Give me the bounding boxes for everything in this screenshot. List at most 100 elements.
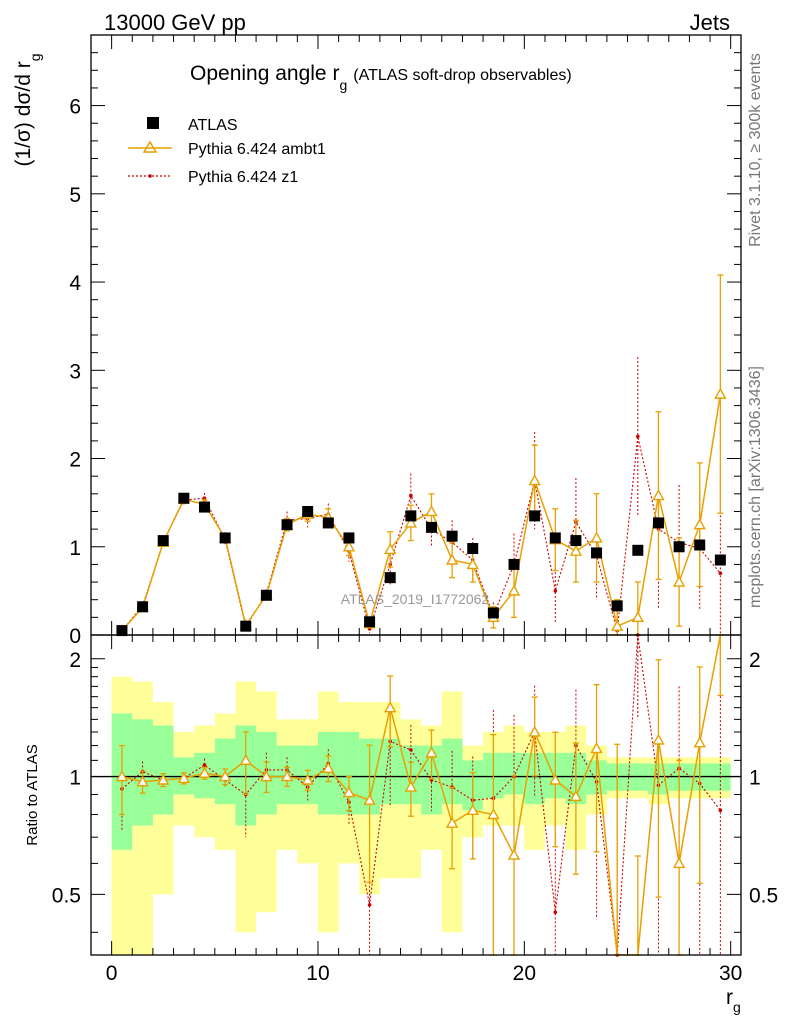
legend-atlas-label: ATLAS	[188, 117, 238, 134]
legend-z1-label: Pythia 6.424 z1	[188, 169, 298, 186]
ambt1-point	[507, 584, 521, 596]
ratio-axis-label: Ratio to ATLAS	[24, 744, 41, 845]
ambt1-ratio-point	[528, 725, 541, 737]
atlas-data-point	[198, 501, 210, 513]
ambt1-point	[425, 505, 438, 517]
ambt1-ratio-point	[136, 775, 149, 787]
ambt1-point	[652, 489, 665, 501]
atlas-data-point	[487, 607, 499, 619]
ambt1-point	[384, 542, 397, 555]
atlas-data-point	[673, 541, 685, 553]
x-tick-label: 30	[719, 962, 742, 985]
x-tick-label: 20	[513, 962, 536, 985]
chart-title-sub: g	[339, 77, 347, 93]
atlas-data-point	[570, 535, 582, 547]
ratio-tick-label-left: 1	[69, 767, 81, 790]
atlas-data-point	[343, 532, 355, 544]
ratio-tick-label-left: 0.5	[52, 884, 81, 907]
chart-title: Opening angle rg (ATLAS soft-drop observa…	[190, 62, 572, 93]
ratio-band-green-bin	[503, 752, 525, 795]
ratio-tick-label-right: 2	[749, 649, 761, 672]
legend: ATLAS Pythia 6.424 ambt1 Pythia 6.424 z1	[128, 117, 326, 186]
y-tick-label: 2	[69, 449, 81, 472]
ratio-tick-label-right: 1	[749, 767, 761, 790]
atlas-data-point	[116, 625, 128, 637]
ambt1-ratio-point	[177, 771, 191, 783]
ambt1-ratio-point	[260, 770, 273, 782]
ambt1-point	[631, 610, 645, 623]
chart-title-suffix: (ATLAS soft-drop observables)	[353, 67, 571, 84]
atlas-data-point	[157, 535, 169, 547]
atlas-data-point	[714, 554, 726, 566]
ambt1-ratio-point	[425, 746, 438, 758]
ambt1-ratio-point	[466, 803, 479, 815]
atlas-data-point	[178, 492, 190, 504]
ambt1-ratio-point	[322, 761, 335, 773]
ratio-tick-label-right: 0.5	[749, 884, 778, 907]
upper-series-layer	[115, 274, 727, 637]
ambt1-ratio-point	[198, 766, 211, 778]
atlas-data-point	[240, 620, 252, 632]
ambt1-point	[590, 531, 603, 543]
z1-ratio-line	[121, 634, 721, 956]
x-axis-label-main: r	[726, 986, 733, 1009]
z1-point	[718, 571, 723, 576]
ambt1-point	[693, 518, 706, 530]
ambt1-ratio-point	[115, 770, 129, 782]
x-axis-label-sub: g	[733, 999, 741, 1015]
x-axis-label: rg	[726, 986, 741, 1015]
header-process-label: Jets	[690, 10, 730, 35]
x-tick-label: 0	[106, 962, 118, 985]
ambt1-point	[714, 387, 727, 399]
atlas-data-point	[549, 532, 561, 544]
ambt1-ratio-point	[693, 736, 706, 748]
atlas-data-point	[364, 616, 376, 628]
y-axis-label-main: (1/σ) dσ/d r	[12, 61, 35, 166]
ambt1-ratio-point	[218, 770, 232, 782]
atlas-data-point	[652, 517, 664, 529]
ambt1-ratio-point	[652, 733, 665, 745]
z1-point	[636, 434, 640, 439]
legend-ambt1-marker	[142, 140, 158, 153]
ratio-band-green-bin	[152, 725, 174, 815]
ambt1-point	[445, 553, 459, 565]
ambt1-point	[569, 544, 583, 556]
ambt1-point	[342, 540, 356, 552]
analysis-watermark: ATLAS_2019_I1772062	[341, 591, 490, 607]
atlas-data-point	[384, 572, 396, 584]
y-axis-label: (1/σ) dσ/d rg	[12, 53, 43, 166]
ambt1-line	[121, 394, 722, 632]
atlas-data-point	[508, 558, 520, 570]
z1-point	[409, 493, 413, 498]
ambt1-ratio-point	[569, 789, 583, 802]
ambt1-ratio-point	[363, 793, 376, 805]
z1-point	[553, 589, 558, 593]
y-axis-label-sub: g	[27, 53, 43, 61]
atlas-data-point	[611, 600, 623, 612]
ambt1-ratio-point	[301, 773, 314, 785]
atlas-data-point	[591, 547, 603, 559]
atlas-data-point	[425, 521, 437, 533]
ambt1-point	[611, 619, 624, 631]
ambt1-ratio-point	[280, 770, 294, 782]
axes-frames: 0 10 20 30 0 1 2 3 4 5 6 0.5 0.5 1 1 2 2	[52, 34, 778, 985]
ambt1-ratio-point	[404, 780, 418, 792]
ambt1-point	[672, 575, 686, 587]
ambt1-ratio-point	[157, 773, 170, 785]
legend-z1-marker	[148, 174, 152, 178]
rivet-label: Rivet 3.1.10, ≥ 300k events	[747, 53, 764, 247]
ambt1-ratio-point	[342, 786, 356, 798]
atlas-data-point	[632, 544, 644, 556]
legend-ambt1-label: Pythia 6.424 ambt1	[188, 141, 326, 158]
legend-atlas-marker	[147, 117, 159, 129]
atlas-data-point	[405, 510, 417, 522]
atlas-data-point	[281, 519, 293, 531]
header-beam-label: 13000 GeV pp	[104, 10, 246, 35]
ambt1-point	[404, 516, 418, 528]
z1-ratio-point	[409, 748, 413, 752]
atlas-data-point	[219, 532, 231, 544]
z1-ratio-point	[718, 808, 723, 813]
ambt1-point	[528, 474, 541, 486]
ambt1-ratio-point	[549, 773, 562, 785]
